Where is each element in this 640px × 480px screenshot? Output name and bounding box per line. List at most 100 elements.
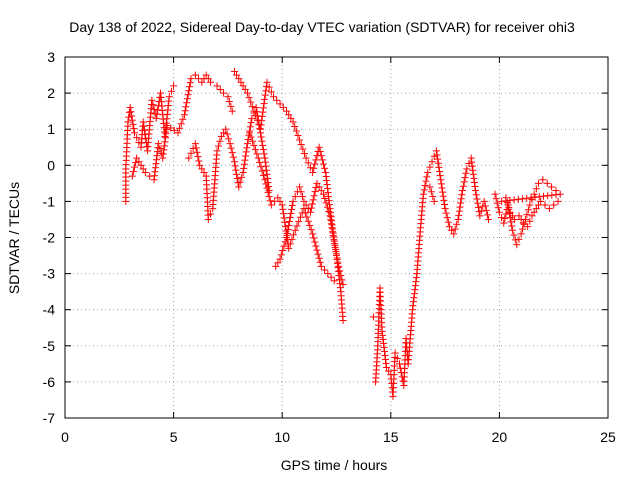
- data-point: [227, 102, 235, 110]
- data-point: [458, 187, 466, 195]
- data-point: [262, 180, 270, 188]
- data-point: [273, 96, 281, 104]
- data-point: [186, 79, 194, 87]
- data-point: [285, 244, 293, 252]
- data-point: [453, 220, 461, 228]
- data-point: [179, 115, 187, 123]
- data-point: [249, 137, 257, 145]
- data-point: [485, 215, 493, 223]
- data-point: [330, 233, 338, 241]
- data-point: [285, 221, 293, 229]
- data-point: [426, 163, 434, 171]
- data-point: [222, 125, 230, 133]
- data-point: [225, 98, 233, 106]
- data-point: [126, 104, 134, 112]
- data-point: [519, 195, 527, 203]
- data-point: [149, 101, 157, 109]
- data-point: [517, 230, 525, 238]
- data-point: [263, 184, 271, 192]
- data-point: [276, 197, 284, 205]
- data-point: [204, 75, 212, 83]
- data-point: [481, 202, 489, 210]
- data-point: [508, 212, 516, 220]
- data-point: [270, 93, 278, 101]
- data-point: [308, 200, 316, 208]
- data-point: [494, 204, 502, 212]
- data-point: [534, 179, 542, 187]
- data-point: [432, 147, 440, 155]
- data-point: [281, 218, 289, 226]
- y-tick-label: 0: [47, 157, 55, 173]
- data-point: [200, 169, 208, 177]
- data-point: [127, 108, 135, 116]
- data-point: [513, 241, 521, 249]
- data-point: [511, 236, 519, 244]
- data-point: [264, 188, 272, 196]
- data-point: [492, 195, 500, 203]
- data-point: [280, 242, 288, 250]
- data-point: [548, 183, 556, 191]
- data-point: [265, 193, 273, 201]
- data-point: [247, 98, 255, 106]
- data-point: [339, 280, 347, 288]
- data-point: [148, 96, 156, 104]
- y-tick-label: -7: [43, 410, 56, 426]
- data-point: [532, 205, 540, 213]
- data-point: [336, 267, 344, 275]
- data-point: [204, 215, 212, 223]
- data-point: [165, 93, 173, 101]
- data-point: [289, 118, 297, 126]
- data-point: [317, 187, 325, 195]
- data-point: [303, 213, 311, 221]
- data-point: [327, 209, 335, 217]
- y-tick-label: -4: [43, 302, 56, 318]
- data-point: [261, 154, 269, 162]
- data-point: [202, 71, 210, 79]
- data-point: [246, 123, 254, 131]
- data-point: [307, 226, 315, 234]
- y-axis-label: SDTVAR / TECUs: [6, 182, 22, 294]
- data-point: [317, 152, 325, 160]
- x-axis-label: GPS time / hours: [281, 457, 388, 473]
- data-point: [258, 112, 266, 120]
- data-point: [296, 213, 304, 221]
- data-point: [133, 154, 141, 162]
- data-point: [152, 114, 160, 122]
- data-point: [259, 146, 267, 154]
- data-point: [300, 150, 308, 158]
- data-point: [288, 205, 296, 213]
- data-point: [256, 125, 264, 133]
- data-point: [292, 127, 300, 135]
- data-points: [122, 67, 564, 400]
- data-point: [444, 218, 452, 226]
- x-tick-label: 25: [600, 429, 616, 445]
- data-point: [291, 226, 299, 234]
- data-point: [250, 141, 258, 149]
- data-point: [312, 183, 320, 191]
- data-point: [228, 107, 236, 115]
- data-point: [298, 193, 306, 201]
- data-point: [309, 169, 317, 177]
- data-point: [519, 225, 527, 233]
- data-point: [163, 126, 171, 134]
- data-point: [256, 125, 264, 133]
- y-tick-label: 3: [47, 49, 55, 65]
- data-point: [317, 262, 325, 270]
- data-point: [161, 134, 169, 142]
- data-point: [280, 214, 288, 222]
- data-point: [427, 188, 435, 196]
- data-point: [233, 170, 241, 178]
- data-point: [156, 144, 164, 152]
- data-point: [306, 164, 314, 172]
- data-point: [474, 203, 482, 211]
- data-point: [309, 196, 317, 204]
- data-point: [230, 67, 238, 75]
- data-point: [436, 172, 444, 180]
- data-point: [186, 83, 194, 91]
- data-point: [251, 146, 259, 154]
- data-point: [285, 217, 293, 225]
- data-point: [195, 157, 203, 165]
- data-point: [253, 108, 261, 116]
- data-point: [163, 122, 171, 130]
- data-point: [274, 259, 282, 267]
